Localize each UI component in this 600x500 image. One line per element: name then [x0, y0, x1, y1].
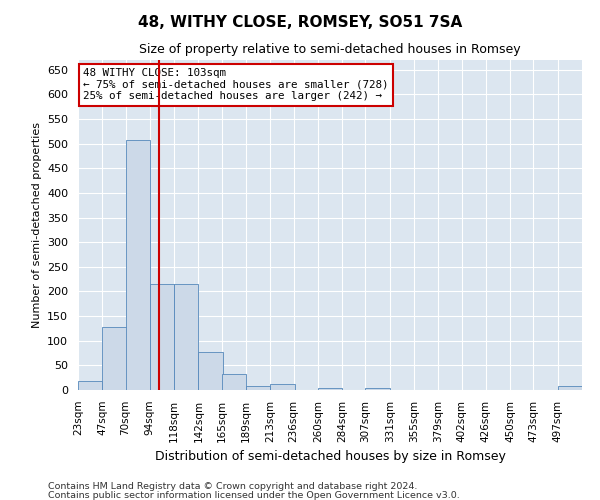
Text: 48, WITHY CLOSE, ROMSEY, SO51 7SA: 48, WITHY CLOSE, ROMSEY, SO51 7SA [138, 15, 462, 30]
Bar [102, 328, 127, 390]
Bar [558, 386, 582, 390]
Text: 48 WITHY CLOSE: 103sqm
← 75% of semi-detached houses are smaller (728)
25% of se: 48 WITHY CLOSE: 103sqm ← 75% of semi-det… [83, 68, 389, 102]
Bar [270, 384, 295, 390]
X-axis label: Distribution of semi-detached houses by size in Romsey: Distribution of semi-detached houses by … [155, 450, 505, 463]
Bar [222, 374, 246, 390]
Bar [174, 284, 199, 390]
Y-axis label: Number of semi-detached properties: Number of semi-detached properties [32, 122, 41, 328]
Text: Contains HM Land Registry data © Crown copyright and database right 2024.: Contains HM Land Registry data © Crown c… [48, 482, 418, 491]
Bar [125, 140, 150, 390]
Bar [150, 284, 174, 390]
Bar [246, 386, 270, 390]
Bar [318, 388, 342, 390]
Bar [365, 388, 390, 390]
Bar [199, 352, 223, 390]
Bar [78, 381, 102, 390]
Text: Contains public sector information licensed under the Open Government Licence v3: Contains public sector information licen… [48, 490, 460, 500]
Title: Size of property relative to semi-detached houses in Romsey: Size of property relative to semi-detach… [139, 43, 521, 56]
